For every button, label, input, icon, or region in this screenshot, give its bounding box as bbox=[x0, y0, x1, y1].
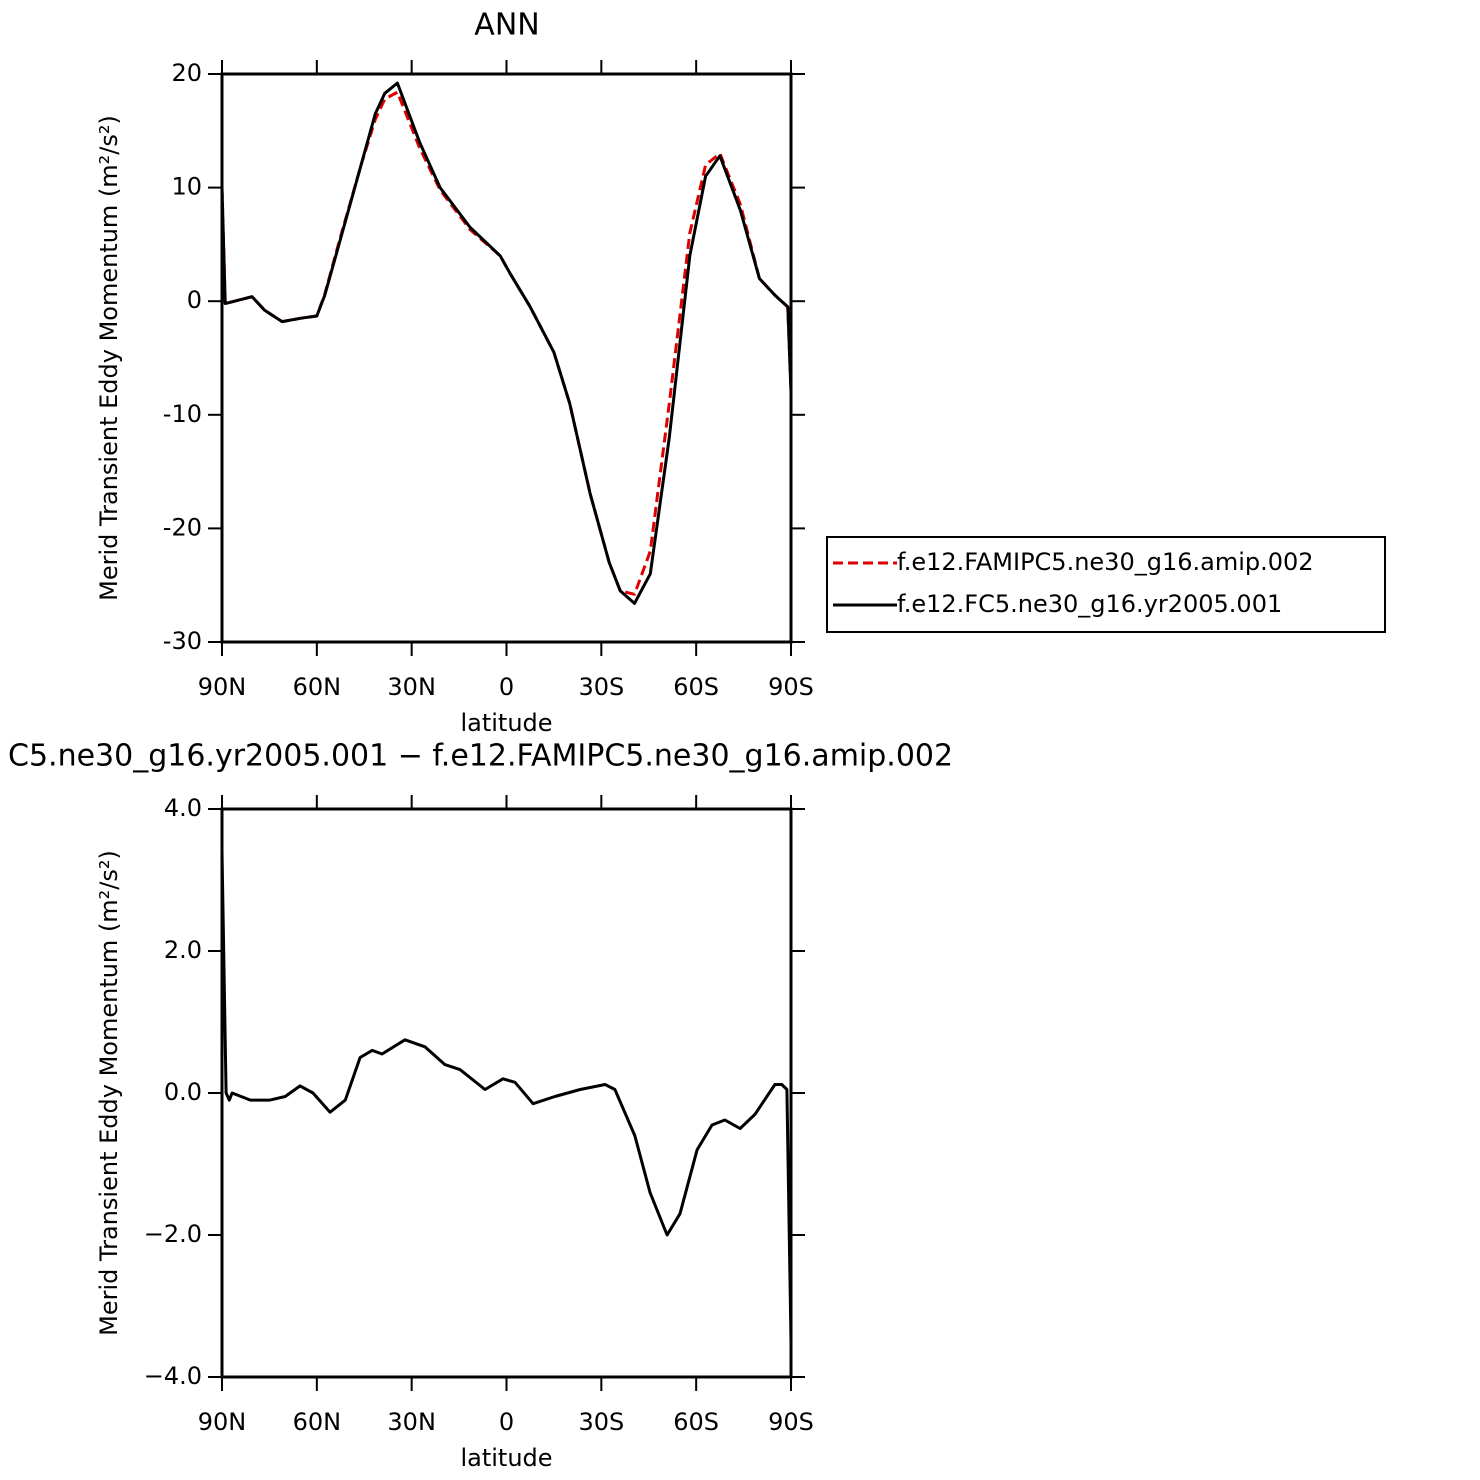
y-tick-label: 20 bbox=[171, 59, 202, 87]
y-axis-label: Merid Transient Eddy Momentum (m²/s²) bbox=[95, 850, 123, 1336]
x-tick-label: 30S bbox=[578, 673, 624, 701]
x-tick-label: 60S bbox=[673, 1408, 719, 1436]
chart-title: ANN bbox=[474, 8, 539, 43]
y-tick-label: -20 bbox=[163, 513, 202, 541]
x-tick-label: 90S bbox=[768, 673, 814, 701]
series-line bbox=[220, 851, 793, 1342]
x-tick-label: 0 bbox=[499, 1408, 514, 1436]
x-tick-label: 60N bbox=[293, 1408, 342, 1436]
legend-label: f.e12.FC5.ne30_g16.yr2005.001 bbox=[897, 590, 1282, 618]
y-tick-label: 0 bbox=[187, 286, 202, 314]
legend-box bbox=[826, 536, 1386, 633]
x-tick-label: 30N bbox=[387, 673, 436, 701]
legend: f.e12.FAMIPC5.ne30_g16.amip.002 f.e12.FC5… bbox=[826, 536, 1386, 633]
y-tick-label: 0.0 bbox=[164, 1078, 202, 1106]
x-tick-label: 60N bbox=[293, 673, 342, 701]
series-line bbox=[220, 90, 793, 596]
series-line bbox=[220, 81, 793, 605]
y-tick-label: −4.0 bbox=[144, 1362, 202, 1390]
x-axis-label: latitude bbox=[460, 709, 552, 737]
y-tick-label: 2.0 bbox=[164, 936, 202, 964]
x-tick-label: 30N bbox=[387, 1408, 436, 1436]
y-tick-label: -30 bbox=[163, 627, 202, 655]
plot-frame bbox=[220, 807, 793, 1379]
y-tick-label: −2.0 bbox=[144, 1220, 202, 1248]
x-axis-label: latitude bbox=[460, 1444, 552, 1472]
y-tick-label: -10 bbox=[163, 400, 202, 428]
x-tick-label: 90S bbox=[768, 1408, 814, 1436]
y-tick-label: 10 bbox=[171, 173, 202, 201]
legend-label: f.e12.FAMIPC5.ne30_g16.amip.002 bbox=[897, 548, 1314, 576]
y-axis-label: Merid Transient Eddy Momentum (m²/s²) bbox=[95, 115, 123, 601]
x-tick-label: 90N bbox=[198, 1408, 247, 1436]
y-tick-label: 4.0 bbox=[164, 794, 202, 822]
x-tick-label: 60S bbox=[673, 673, 719, 701]
x-tick-label: 90N bbox=[198, 673, 247, 701]
chart-title: C5.ne30_g16.yr2005.001 − f.e12.FAMIPC5.n… bbox=[8, 739, 953, 774]
x-tick-label: 30S bbox=[578, 1408, 624, 1436]
plot-frame bbox=[220, 72, 793, 644]
x-tick-label: 0 bbox=[499, 673, 514, 701]
